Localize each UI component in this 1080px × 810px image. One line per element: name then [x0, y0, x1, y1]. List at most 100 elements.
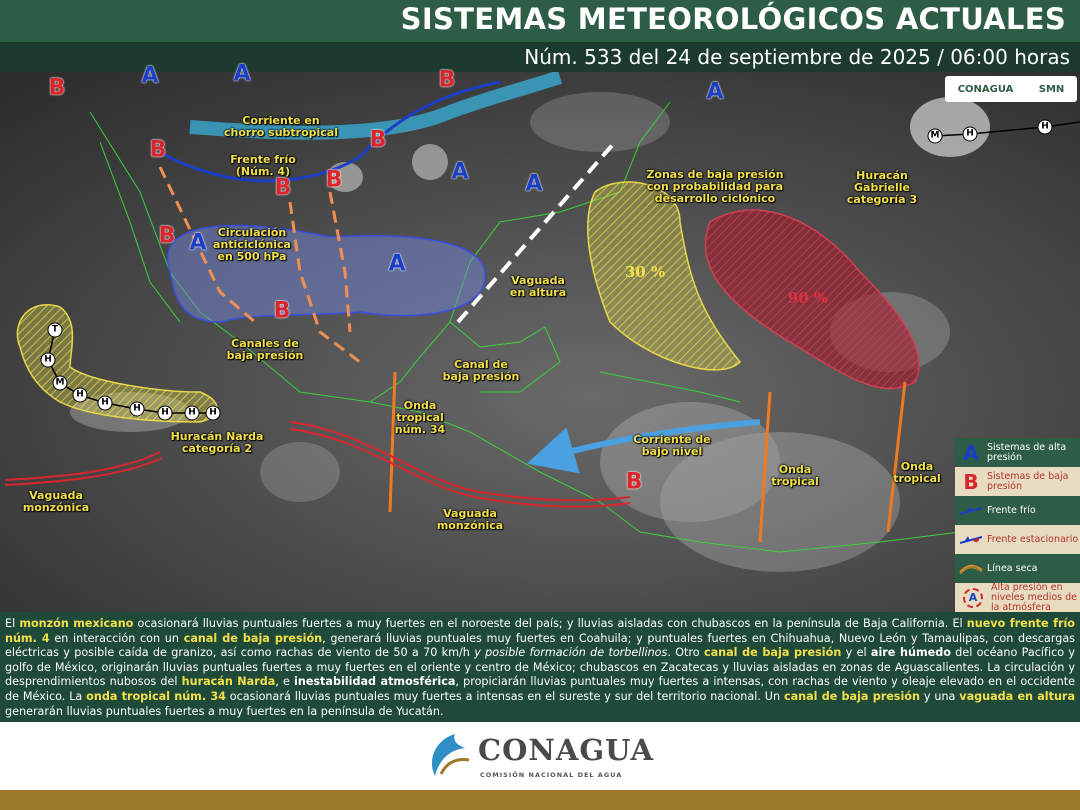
map-label: Vaguada monzónica: [436, 507, 504, 532]
pressure-mark: A: [525, 171, 543, 197]
emphasis-text: vaguada en altura: [959, 689, 1075, 703]
footer: CONAGUA COMISIÓN NACIONAL DEL AGUA: [0, 722, 1080, 790]
legend-item: A Sistemas de alta presión: [955, 438, 1080, 467]
probability-label: 90 %: [787, 289, 829, 307]
cold-front: [159, 80, 501, 183]
emphasis-text: y posible formación de torbellinos: [474, 646, 668, 660]
bulletin-text: , propiciarán lluvias puntuales muy fuer…: [5, 675, 1076, 703]
bulletin-text: , e: [275, 675, 295, 689]
map-label: Frente frío (Núm. 4): [230, 153, 296, 178]
upper-trough: [456, 140, 617, 324]
pressure-mark: B: [149, 137, 167, 163]
track-mark: H: [97, 395, 113, 411]
track-mark: H: [1037, 119, 1053, 135]
pressure-mark: A: [189, 230, 207, 256]
bulletin: El monzón mexicano ocasionará lluvias pu…: [0, 612, 1080, 722]
cyclonic-zone: [704, 209, 920, 390]
track-mark: H: [129, 401, 145, 417]
map-label: Canales de baja presión: [226, 337, 304, 362]
logo-text: SMN: [1038, 83, 1065, 95]
legend-symbol: [955, 533, 987, 547]
hurricane-track: [934, 121, 1080, 137]
legend-label: Sistemas de baja presión: [987, 470, 1069, 492]
pressure-mark: A: [706, 79, 724, 105]
legend-label: Frente estacionario: [987, 533, 1079, 545]
map-label: Huracán Narda categoría 2: [170, 430, 264, 455]
pressure-mark: A: [388, 251, 406, 277]
map-label: Canal de baja presión: [442, 358, 520, 383]
legend-item: Frente estacionario: [955, 525, 1080, 554]
low-pressure-channels: [158, 166, 361, 364]
track-mark: H: [72, 387, 88, 403]
footer-logo: CONAGUA: [478, 733, 655, 767]
subtitle: Núm. 533 del 24 de septiembre de 2025 / …: [524, 45, 1070, 69]
footer-stripe: [0, 790, 1080, 810]
bulletin-text: ocasionará lluvias puntuales muy fuertes…: [225, 689, 784, 703]
coastlines: [89, 101, 961, 553]
bulletin-text: en interacción con un: [49, 631, 184, 645]
pressure-mark: A: [451, 159, 469, 185]
bulletin-text: y el: [841, 646, 871, 660]
pressure-mark: A: [141, 63, 159, 89]
map-label: Corriente en chorro subtropical: [224, 114, 338, 139]
map-label: Onda tropical: [893, 460, 941, 485]
legend-symbol: [955, 562, 987, 576]
pressure-mark: A: [233, 61, 251, 87]
hurricane-cone: [16, 304, 218, 423]
pressure-mark: B: [274, 175, 292, 201]
track-mark: H: [205, 405, 221, 421]
logo-icon: [431, 734, 470, 776]
bulletin-text: . Otro: [667, 646, 704, 660]
emphasis-text: canal de baja presión: [183, 631, 323, 645]
emphasis-text: canal de baja presión: [783, 689, 920, 703]
legend-label: Alta presión en niveles medios de la atm…: [991, 581, 1078, 613]
map-label: Vaguada monzónica: [22, 489, 90, 514]
legend-symbol: A: [963, 587, 983, 608]
bulletin-text: ocasionará lluvias puntuales fuertes a m…: [133, 617, 967, 630]
track-mark: H: [157, 405, 173, 421]
bulletin-text: generarán lluvias puntuales fuertes a mu…: [5, 704, 444, 718]
pressure-mark: B: [48, 75, 66, 101]
track-mark: M: [52, 375, 68, 391]
header-bar: SISTEMAS METEOROLÓGICOS ACTUALES: [0, 0, 1080, 42]
legend-item: Frente frío: [955, 496, 1080, 525]
track-mark: H: [40, 352, 56, 368]
cyclonic-zone: [587, 181, 742, 371]
legend-item: Línea seca: [955, 554, 1080, 583]
track-mark: M: [927, 128, 943, 144]
map-label: Vaguada en altura: [509, 274, 567, 299]
track-mark: H: [962, 126, 978, 142]
legend-item: B Sistemas de baja presión: [955, 467, 1080, 496]
pressure-mark: B: [273, 298, 291, 324]
pressure-mark: B: [438, 67, 456, 93]
monsoon-trough: [4, 421, 631, 508]
pressure-mark: B: [158, 223, 176, 249]
subheader-bar: Núm. 533 del 24 de septiembre de 2025 / …: [0, 42, 1080, 72]
bulletin-text: , generará lluvias puntuales muy fuertes…: [5, 631, 1076, 660]
map-label: Circulación anticiclónica en 500 hPa: [213, 226, 291, 263]
emphasis-text: onda tropical núm. 34: [86, 689, 226, 703]
bulletin-text: del océano Pacífico y golfo de México, o…: [5, 646, 1076, 689]
bulletin-text: y una: [919, 689, 960, 703]
pressure-mark: B: [625, 469, 643, 495]
legend-symbol: B: [963, 469, 979, 494]
map-label: Corriente de bajo nivel: [633, 433, 711, 458]
map-label: Zonas de baja presión con probabilidad p…: [646, 168, 784, 205]
legend-symbol: A: [963, 440, 979, 465]
track-mark: H: [184, 405, 200, 421]
anticyclone-area: [166, 224, 486, 323]
emphasis-text: inestabilidad atmosférica: [294, 675, 456, 689]
legend-item: A Alta presión en niveles medios de la at…: [955, 581, 1080, 613]
logo-text: CONAGUA: [957, 83, 1014, 95]
tropical-waves: [388, 371, 907, 543]
probability-label: 30 %: [624, 263, 666, 281]
map-label: Huracán Gabrielle categoría 3: [846, 169, 918, 206]
emphasis-text: huracán Narda: [181, 675, 276, 689]
legend-label: Línea seca: [987, 562, 1038, 574]
pressure-mark: B: [369, 127, 387, 153]
title: SISTEMAS METEOROLÓGICOS ACTUALES: [400, 2, 1066, 36]
pressure-mark: B: [325, 167, 343, 193]
emphasis-text: nuevo frente frío núm. 4: [5, 617, 1075, 645]
legend: A Sistemas de alta presión B Sistemas de ba…: [955, 438, 1080, 612]
